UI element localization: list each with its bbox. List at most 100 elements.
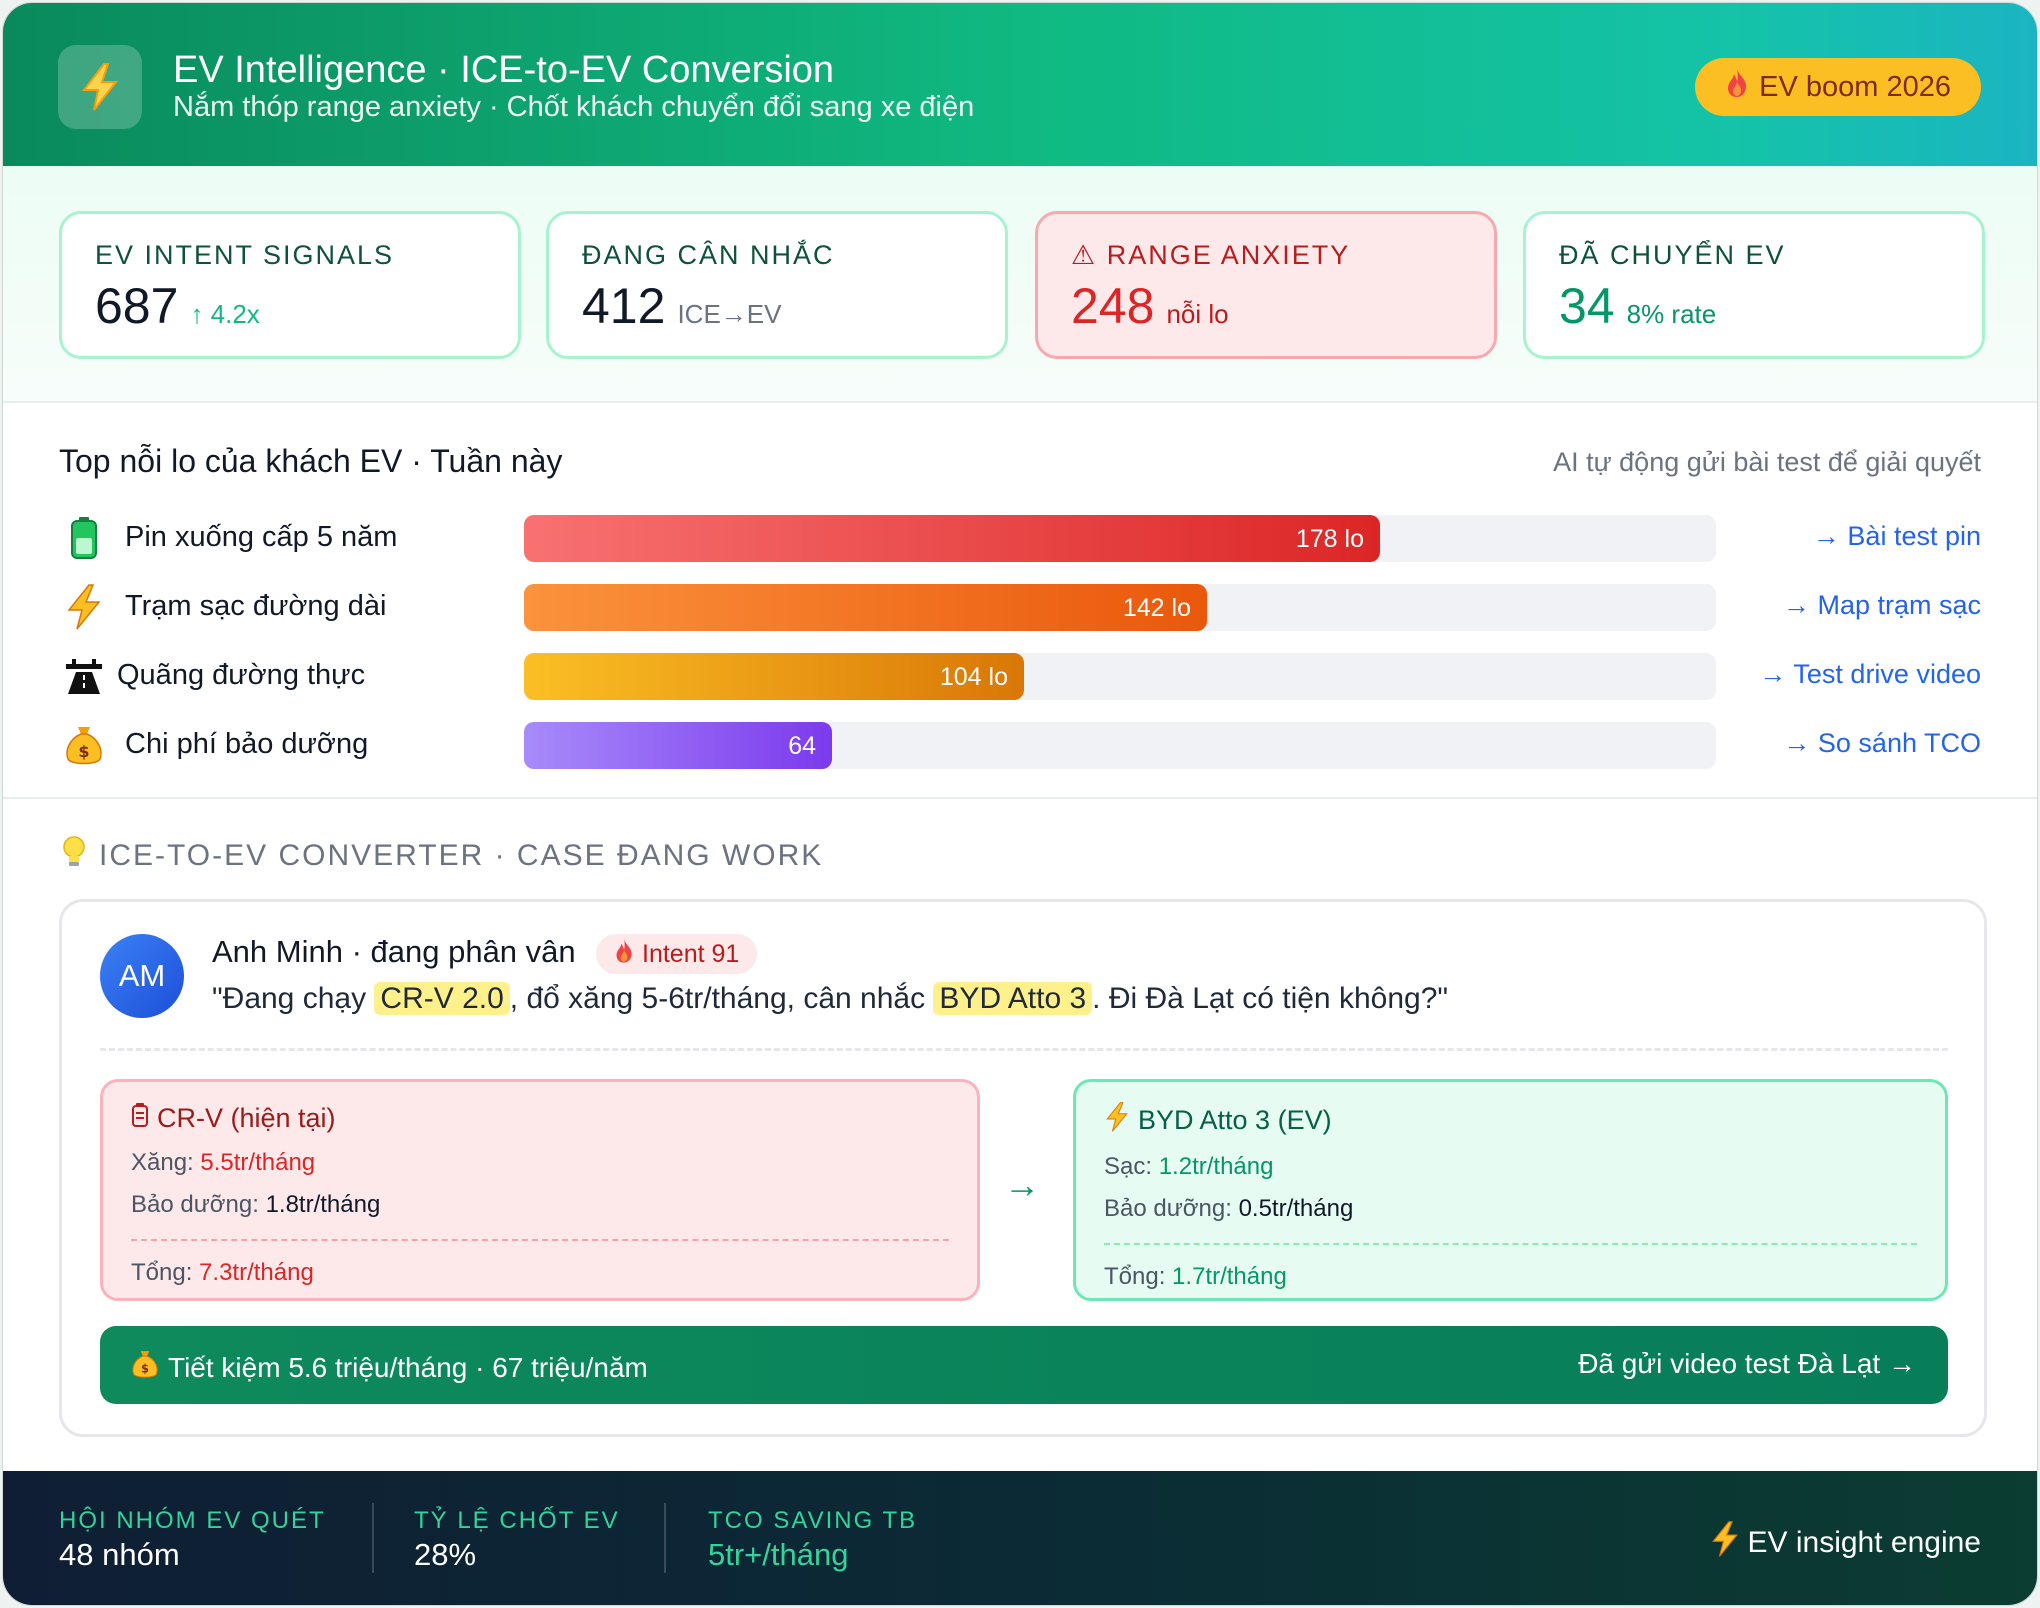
action-link-battery-test[interactable]: → Bài test pin	[1812, 521, 1981, 551]
avatar: AM	[100, 934, 184, 1018]
ev-card-title: BYD Atto 3 (EV)	[1104, 1102, 1917, 1139]
fire-icon	[1725, 68, 1749, 106]
lightning-icon	[1104, 1102, 1130, 1139]
header: EV Intelligence · ICE-to-EV Conversion N…	[3, 3, 2037, 166]
ev-total-row: Tổng: 1.7tr/tháng	[1104, 1263, 1917, 1291]
cost-value: 1.7tr/tháng	[1172, 1263, 1287, 1290]
kpi-considering[interactable]: ĐANG CÂN NHẮC 412 ICE→EV	[546, 211, 1008, 359]
cost-value: 1.8tr/tháng	[265, 1191, 381, 1218]
worry-bar-track: 104 lo	[524, 653, 1716, 700]
cost-label: Tổng:	[1104, 1263, 1166, 1290]
converter-title-text: ICE-TO-EV CONVERTER · CASE ĐANG WORK	[99, 839, 824, 872]
svg-text:$: $	[78, 742, 89, 761]
battery-icon	[61, 513, 107, 563]
worry-row: Trạm sạc đường dài 142 lo → Map trạm sạc	[3, 582, 2037, 632]
footer-stats: HỘI NHÓM EV QUÉT 48 nhóm TỶ LỆ CHỐT EV 2…	[3, 1471, 2037, 1605]
worry-bar-track: 64	[524, 722, 1716, 769]
divider	[100, 1048, 1948, 1051]
worry-bar: 64	[524, 722, 832, 769]
stat-label: TCO SAVING TB	[708, 1507, 918, 1534]
kpi-range-anxiety[interactable]: ⚠ RANGE ANXIETY 248 nỗi lo	[1035, 211, 1497, 359]
section-title: Top nỗi lo của khách EV · Tuần này	[59, 443, 563, 479]
ev-charge-row: Sạc: 1.2tr/tháng	[1104, 1153, 1917, 1181]
kpi-value: 248	[1071, 278, 1155, 334]
highway-icon	[61, 651, 107, 701]
footer-stat-groups: HỘI NHÓM EV QUÉT 48 nhóm	[59, 1507, 326, 1573]
ev-boom-badge[interactable]: EV boom 2026	[1695, 58, 1981, 116]
ice-maintenance-row: Bảo dưỡng: 1.8tr/tháng	[131, 1191, 949, 1219]
action-link-test-drive-video[interactable]: → Test drive video	[1759, 659, 1981, 689]
quote-part: "Đang chạy	[212, 982, 375, 1015]
stat-value: 5tr+/tháng	[708, 1537, 849, 1572]
worry-bar-value: 104 lo	[939, 663, 1008, 691]
customer-name: Anh Minh · đang phân vân	[212, 934, 576, 969]
footer-stat-tco-saving: TCO SAVING TB 5tr+/tháng	[708, 1507, 917, 1573]
worry-bar: 142 lo	[524, 584, 1207, 631]
kpi-label: EV INTENT SIGNALS	[95, 240, 395, 270]
worry-row: Pin xuống cấp 5 năm 178 lo → Bài test pi…	[3, 513, 2037, 563]
cost-value: 7.3tr/tháng	[199, 1259, 314, 1286]
svg-text:$: $	[141, 1362, 149, 1376]
kpi-ev-intent-signals[interactable]: EV INTENT SIGNALS 687 ↑ 4.2x	[59, 211, 521, 359]
app-subtitle: Nắm thóp range anxiety · Chốt khách chuy…	[173, 91, 975, 123]
quote-part: . Đi Đà Lạt có tiện không?"	[1092, 982, 1449, 1015]
worry-bar: 104 lo	[524, 653, 1024, 700]
sent-video-link[interactable]: Đã gửi video test Đà Lạt →	[1578, 1348, 1916, 1379]
stat-label: TỶ LỆ CHỐT EV	[414, 1507, 620, 1534]
kpi-sub: ↑ 4.2x	[190, 299, 260, 329]
top-worries-section: Top nỗi lo của khách EV · Tuần này AI tự…	[3, 403, 2037, 799]
worry-label: Pin xuống cấp 5 năm	[125, 521, 398, 553]
quote-part: , đổ xăng 5-6tr/tháng, cân nhắc	[509, 982, 934, 1015]
ice-card-title: CR-V (hiện tại)	[131, 1102, 949, 1135]
saving-banner[interactable]: $ Tiết kiệm 5.6 triệu/tháng · 67 triệu/n…	[100, 1326, 1948, 1404]
money-bag-icon: $	[130, 1348, 160, 1387]
worry-row: $ Chi phí bảo dưỡng 64 → So sánh TCO	[3, 720, 2037, 770]
action-link-charging-map[interactable]: → Map trạm sạc	[1782, 590, 1981, 620]
cost-value: 5.5tr/tháng	[200, 1149, 316, 1176]
arrow-right-icon: →	[1004, 1164, 1040, 1205]
ice-total-row: Tổng: 7.3tr/tháng	[131, 1259, 949, 1287]
intent-badge: Intent 91	[596, 934, 758, 974]
quote-highlight-ev-car: BYD Atto 3	[933, 982, 1093, 1015]
fuel-icon	[131, 1102, 149, 1135]
intent-score: Intent 91	[642, 939, 740, 968]
fire-icon	[614, 938, 634, 971]
ev-car-name: BYD Atto 3 (EV)	[1138, 1105, 1332, 1135]
case-card: AM Anh Minh · đang phân vân Intent 91 "Đ…	[59, 899, 1987, 1437]
stat-value: 48 nhóm	[59, 1537, 180, 1572]
kpi-sub: 8% rate	[1626, 299, 1717, 329]
converter-title: ICE-TO-EV CONVERTER · CASE ĐANG WORK	[61, 835, 823, 877]
cost-label: Xăng:	[131, 1149, 194, 1176]
kpi-row: EV INTENT SIGNALS 687 ↑ 4.2x ĐANG CÂN NH…	[3, 166, 2037, 403]
worry-row: Quãng đường thực 104 lo → Test drive vid…	[3, 651, 2037, 701]
kpi-value: 34	[1559, 278, 1615, 334]
action-link-tco-compare[interactable]: → So sánh TCO	[1783, 728, 1981, 758]
kpi-label: ĐÃ CHUYỂN EV	[1559, 240, 1786, 270]
cost-value: 0.5tr/tháng	[1238, 1195, 1354, 1222]
saving-summary: $ Tiết kiệm 5.6 triệu/tháng · 67 triệu/n…	[130, 1348, 648, 1387]
kpi-value: 687	[95, 278, 179, 334]
stat-label: HỘI NHÓM EV QUÉT	[59, 1507, 326, 1534]
ice-car-name: CR-V (hiện tại)	[157, 1103, 336, 1133]
kpi-converted-ev[interactable]: ĐÃ CHUYỂN EV 34 8% rate	[1523, 211, 1985, 359]
saving-text: Tiết kiệm 5.6 triệu/tháng · 67 triệu/năm	[168, 1351, 648, 1383]
kpi-sub: ICE→EV	[677, 299, 782, 329]
customer-quote: "Đang chạy CR-V 2.0, đổ xăng 5-6tr/tháng…	[212, 982, 1448, 1016]
worry-bar: 178 lo	[524, 515, 1380, 562]
kpi-value: 412	[582, 278, 666, 334]
section-note: AI tự động gửi bài test để giải quyết	[1553, 447, 1981, 477]
stat-value: 28%	[414, 1537, 477, 1572]
lightbulb-icon	[61, 835, 87, 877]
lightning-icon	[1710, 1521, 1740, 1565]
divider	[1104, 1243, 1917, 1245]
app-title: EV Intelligence · ICE-to-EV Conversion	[173, 49, 835, 91]
ev-maintenance-row: Bảo dưỡng: 0.5tr/tháng	[1104, 1195, 1917, 1223]
kpi-label: ĐANG CÂN NHẮC	[582, 240, 835, 270]
ev-boom-label: EV boom 2026	[1759, 70, 1951, 103]
quote-highlight-current-car: CR-V 2.0	[374, 982, 510, 1015]
worry-label: Quãng đường thực	[117, 659, 366, 691]
worry-label: Trạm sạc đường dài	[125, 590, 387, 622]
cost-label: Tổng:	[131, 1259, 193, 1286]
worry-bar-value: 178 lo	[1295, 525, 1364, 553]
ev-insight-engine: EV insight engine	[1710, 1521, 1981, 1565]
